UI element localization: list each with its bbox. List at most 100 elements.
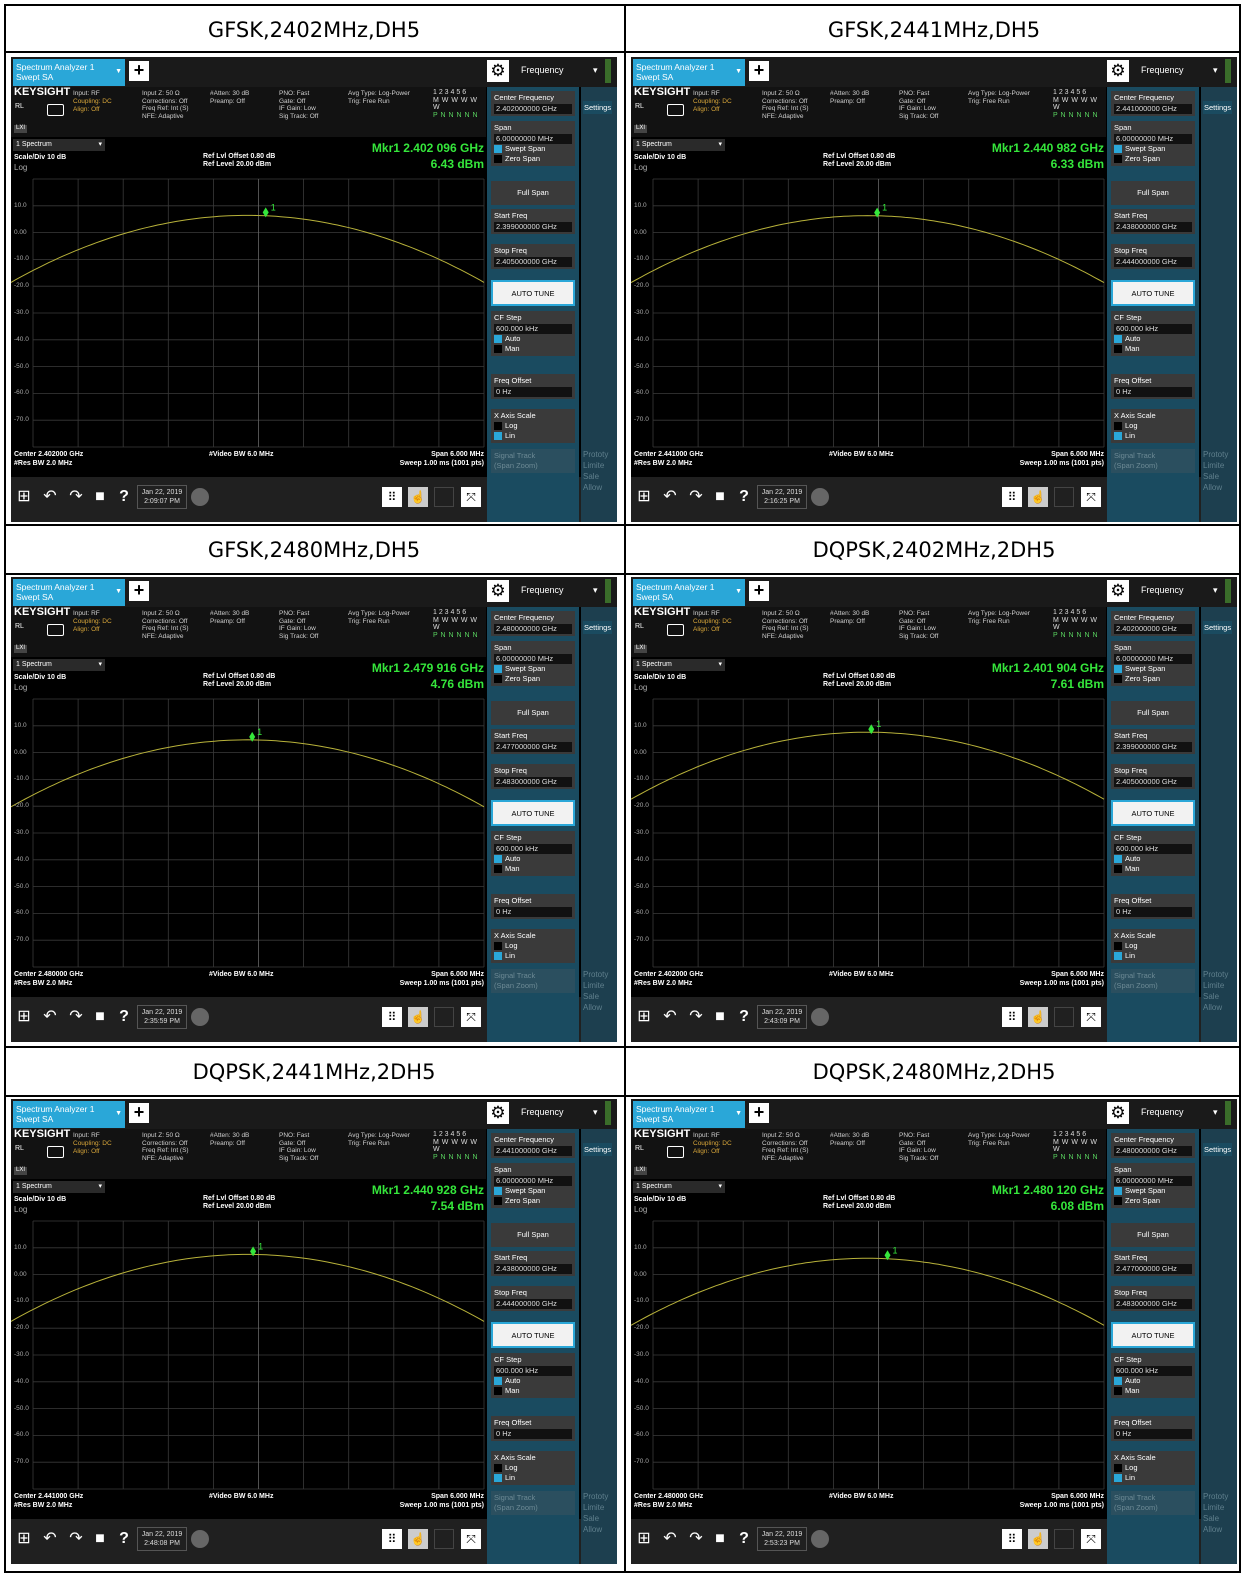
x-axis-scale-button[interactable]: X Axis Scale Log Lin xyxy=(491,409,575,443)
window-selector[interactable]: 1 Spectrum ▾ xyxy=(13,139,105,151)
settings-tab[interactable]: Settings xyxy=(1203,1143,1233,1156)
windows-icon[interactable]: ⊞ xyxy=(17,1530,31,1547)
help-icon[interactable]: ? xyxy=(119,1008,129,1025)
redo-icon[interactable]: ↷ xyxy=(69,488,83,505)
keyboard-icon[interactable]: ⠿ xyxy=(1002,1529,1022,1549)
full-span-button[interactable]: Full Span xyxy=(491,701,575,725)
analyzer-tab[interactable]: Spectrum Analyzer 1 Swept SA ▼ xyxy=(13,1101,125,1128)
folder-icon[interactable]: ■ xyxy=(95,1530,105,1547)
span-button[interactable]: Span 6.00000000 MHz Swept Span Zero Span xyxy=(1111,121,1195,166)
add-screen-button[interactable]: + xyxy=(129,1103,149,1123)
start-freq-button[interactable]: Start Freq 2.399000000 GHz xyxy=(1111,729,1195,754)
blank-button[interactable] xyxy=(1054,1529,1074,1549)
signal-track-button[interactable]: Signal Track (Span Zoom) xyxy=(491,1491,575,1515)
keyboard-icon[interactable]: ⠿ xyxy=(1002,487,1022,507)
trace-indicators[interactable]: 1 2 3 4 5 6 M W W W W W P N N N N N xyxy=(1053,89,1099,119)
touch-icon[interactable]: ☝ xyxy=(408,1529,428,1549)
help-icon[interactable]: ? xyxy=(739,488,749,505)
help-icon[interactable]: ? xyxy=(119,1530,129,1547)
span-button[interactable]: Span 6.00000000 MHz Swept Span Zero Span xyxy=(1111,1163,1195,1208)
blank-button[interactable] xyxy=(434,1529,454,1549)
x-axis-scale-button[interactable]: X Axis Scale Log Lin xyxy=(1111,409,1195,443)
touch-icon[interactable]: ☝ xyxy=(408,1007,428,1027)
pc-icon[interactable] xyxy=(667,1146,684,1158)
freq-offset-button[interactable]: Freq Offset 0 Hz xyxy=(491,374,575,399)
stop-freq-button[interactable]: Stop Freq 2.405000000 GHz xyxy=(1111,764,1195,789)
windows-icon[interactable]: ⊞ xyxy=(17,488,31,505)
undo-icon[interactable]: ↶ xyxy=(43,1530,57,1547)
stop-freq-button[interactable]: Stop Freq 2.444000000 GHz xyxy=(1111,244,1195,269)
signal-track-button[interactable]: Signal Track (Span Zoom) xyxy=(1111,1491,1195,1515)
redo-icon[interactable]: ↷ xyxy=(689,488,703,505)
folder-icon[interactable]: ■ xyxy=(95,488,105,505)
add-screen-button[interactable]: + xyxy=(749,61,769,81)
spectrum-plot[interactable]: 1 10.0 0.00 -10.0 -20.0 -30.0 -40.0 -50.0 -60.0 -… xyxy=(11,177,486,482)
fullscreen-icon[interactable]: ⤧ xyxy=(461,1529,481,1549)
blank-button[interactable] xyxy=(434,1007,454,1027)
analyzer-tab[interactable]: Spectrum Analyzer 1 Swept SA ▼ xyxy=(633,1101,745,1128)
x-axis-scale-button[interactable]: X Axis Scale Log Lin xyxy=(1111,1451,1195,1485)
freq-offset-button[interactable]: Freq Offset 0 Hz xyxy=(491,894,575,919)
span-button[interactable]: Span 6.00000000 MHz Swept Span Zero Span xyxy=(491,641,575,686)
chat-icon[interactable] xyxy=(191,488,209,506)
stop-freq-button[interactable]: Stop Freq 2.483000000 GHz xyxy=(491,764,575,789)
span-button[interactable]: Span 6.00000000 MHz Swept Span Zero Span xyxy=(1111,641,1195,686)
redo-icon[interactable]: ↷ xyxy=(689,1008,703,1025)
add-screen-button[interactable]: + xyxy=(129,61,149,81)
settings-tab[interactable]: Settings xyxy=(1203,101,1233,114)
spectrum-plot[interactable]: 1 10.0 0.00 -10.0 -20.0 -30.0 -40.0 -50.0 -60.0 -… xyxy=(631,1219,1106,1524)
folder-icon[interactable]: ■ xyxy=(715,1530,725,1547)
chat-icon[interactable] xyxy=(811,488,829,506)
undo-icon[interactable]: ↶ xyxy=(663,488,677,505)
stop-freq-button[interactable]: Stop Freq 2.444000000 GHz xyxy=(491,1286,575,1311)
full-span-button[interactable]: Full Span xyxy=(1111,701,1195,725)
full-span-button[interactable]: Full Span xyxy=(1111,1223,1195,1247)
trace-indicators[interactable]: 1 2 3 4 5 6 M W W W W W P N N N N N xyxy=(1053,1131,1099,1161)
chat-icon[interactable] xyxy=(191,1008,209,1026)
trace-indicators[interactable]: 1 2 3 4 5 6 M W W W W W P N N N N N xyxy=(1053,609,1099,639)
pc-icon[interactable] xyxy=(47,104,64,116)
frequency-menu[interactable]: Frequency ▾ xyxy=(521,59,617,83)
undo-icon[interactable]: ↶ xyxy=(663,1008,677,1025)
gear-icon[interactable]: ⚙ xyxy=(487,580,509,602)
trace-indicators[interactable]: 1 2 3 4 5 6 M W W W W W P N N N N N xyxy=(433,1131,479,1161)
signal-track-button[interactable]: Signal Track (Span Zoom) xyxy=(1111,449,1195,473)
cf-step-button[interactable]: CF Step 600.000 kHz Auto Man xyxy=(1111,311,1195,356)
spectrum-plot[interactable]: 1 10.0 0.00 -10.0 -20.0 -30.0 -40.0 -50.0 -60.0 -… xyxy=(11,1219,486,1524)
freq-offset-button[interactable]: Freq Offset 0 Hz xyxy=(1111,374,1195,399)
start-freq-button[interactable]: Start Freq 2.399000000 GHz xyxy=(491,209,575,234)
undo-icon[interactable]: ↶ xyxy=(663,1530,677,1547)
auto-tune-button[interactable]: AUTO TUNE xyxy=(1111,1322,1195,1348)
blank-button[interactable] xyxy=(1054,1007,1074,1027)
pc-icon[interactable] xyxy=(667,624,684,636)
windows-icon[interactable]: ⊞ xyxy=(637,1008,651,1025)
x-axis-scale-button[interactable]: X Axis Scale Log Lin xyxy=(491,1451,575,1485)
freq-offset-button[interactable]: Freq Offset 0 Hz xyxy=(1111,894,1195,919)
freq-offset-button[interactable]: Freq Offset 0 Hz xyxy=(491,1416,575,1441)
frequency-menu[interactable]: Frequency ▾ xyxy=(1141,59,1237,83)
start-freq-button[interactable]: Start Freq 2.477000000 GHz xyxy=(491,729,575,754)
window-selector[interactable]: 1 Spectrum ▾ xyxy=(633,1181,725,1193)
stop-freq-button[interactable]: Stop Freq 2.405000000 GHz xyxy=(491,244,575,269)
redo-icon[interactable]: ↷ xyxy=(69,1530,83,1547)
span-button[interactable]: Span 6.00000000 MHz Swept Span Zero Span xyxy=(491,121,575,166)
start-freq-button[interactable]: Start Freq 2.438000000 GHz xyxy=(1111,209,1195,234)
signal-track-button[interactable]: Signal Track (Span Zoom) xyxy=(491,969,575,993)
cf-step-button[interactable]: CF Step 600.000 kHz Auto Man xyxy=(1111,1353,1195,1398)
add-screen-button[interactable]: + xyxy=(749,1103,769,1123)
keyboard-icon[interactable]: ⠿ xyxy=(382,1529,402,1549)
start-freq-button[interactable]: Start Freq 2.477000000 GHz xyxy=(1111,1251,1195,1276)
cf-step-button[interactable]: CF Step 600.000 kHz Auto Man xyxy=(1111,831,1195,876)
add-screen-button[interactable]: + xyxy=(749,581,769,601)
gear-icon[interactable]: ⚙ xyxy=(487,1102,509,1124)
window-selector[interactable]: 1 Spectrum ▾ xyxy=(633,659,725,671)
cf-step-button[interactable]: CF Step 600.000 kHz Auto Man xyxy=(491,1353,575,1398)
signal-track-button[interactable]: Signal Track (Span Zoom) xyxy=(491,449,575,473)
settings-tab[interactable]: Settings xyxy=(583,101,613,114)
freq-offset-button[interactable]: Freq Offset 0 Hz xyxy=(1111,1416,1195,1441)
add-screen-button[interactable]: + xyxy=(129,581,149,601)
pc-icon[interactable] xyxy=(47,1146,64,1158)
stop-freq-button[interactable]: Stop Freq 2.483000000 GHz xyxy=(1111,1286,1195,1311)
frequency-menu[interactable]: Frequency ▾ xyxy=(521,579,617,603)
help-icon[interactable]: ? xyxy=(739,1008,749,1025)
